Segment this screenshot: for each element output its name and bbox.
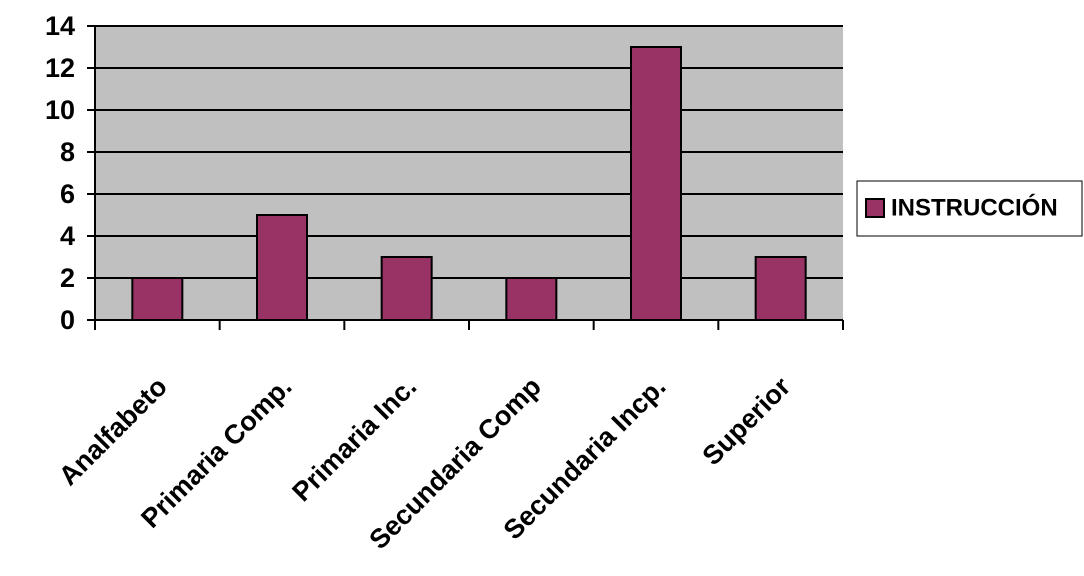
y-tick-label: 6: [60, 179, 75, 209]
bar-superior: [754, 256, 807, 321]
y-tick-label: 2: [60, 263, 75, 293]
legend: INSTRUCCIÓN: [856, 180, 1083, 237]
y-tick-label: 12: [45, 53, 75, 83]
y-axis-ticks: 0 2 4 6 8 10 12 14: [45, 11, 95, 335]
legend-swatch: [865, 198, 885, 218]
y-tick-label: 8: [60, 137, 75, 167]
legend-box: [856, 180, 1083, 237]
y-tick-label: 0: [60, 305, 75, 335]
bars: [131, 46, 807, 321]
bar-primaria-comp: [256, 214, 308, 321]
x-tick-label: Analfabeto: [53, 371, 173, 491]
legend-label: INSTRUCCIÓN: [891, 194, 1058, 222]
y-tick-label: 10: [45, 95, 75, 125]
plot-area: [95, 26, 843, 320]
gridlines: [95, 25, 843, 279]
bar-secundaria-comp: [505, 277, 558, 321]
bar-primaria-inc: [380, 256, 433, 321]
x-tick-label: Primaria Inc.: [286, 371, 422, 507]
bar-secundaria-incp: [630, 46, 682, 321]
bar-analfabeto: [131, 277, 184, 321]
y-tick-label: 4: [60, 221, 75, 251]
x-tick-label: Superior: [697, 371, 797, 471]
y-tick-label: 14: [45, 11, 75, 41]
